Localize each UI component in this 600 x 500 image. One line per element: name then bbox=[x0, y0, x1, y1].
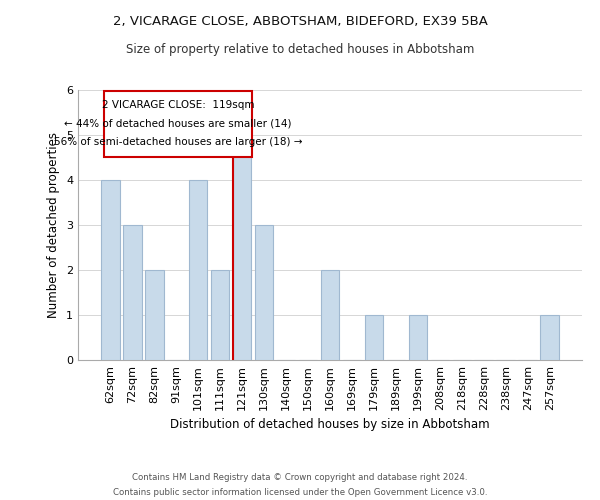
Text: 2 VICARAGE CLOSE:  119sqm: 2 VICARAGE CLOSE: 119sqm bbox=[101, 100, 254, 110]
Bar bbox=[211, 270, 229, 360]
Bar bbox=[320, 270, 340, 360]
Bar bbox=[541, 315, 559, 360]
Text: 56% of semi-detached houses are larger (18) →: 56% of semi-detached houses are larger (… bbox=[53, 137, 302, 147]
Bar bbox=[255, 225, 274, 360]
Y-axis label: Number of detached properties: Number of detached properties bbox=[47, 132, 61, 318]
Bar bbox=[189, 180, 208, 360]
Bar bbox=[145, 270, 164, 360]
Text: Size of property relative to detached houses in Abbotsham: Size of property relative to detached ho… bbox=[126, 42, 474, 56]
Text: Contains HM Land Registry data © Crown copyright and database right 2024.: Contains HM Land Registry data © Crown c… bbox=[132, 473, 468, 482]
Text: ← 44% of detached houses are smaller (14): ← 44% of detached houses are smaller (14… bbox=[64, 118, 292, 128]
Bar bbox=[123, 225, 142, 360]
Bar bbox=[233, 135, 251, 360]
FancyBboxPatch shape bbox=[104, 91, 252, 156]
Text: Contains public sector information licensed under the Open Government Licence v3: Contains public sector information licen… bbox=[113, 488, 487, 497]
Bar bbox=[101, 180, 119, 360]
X-axis label: Distribution of detached houses by size in Abbotsham: Distribution of detached houses by size … bbox=[170, 418, 490, 432]
Bar bbox=[409, 315, 427, 360]
Text: 2, VICARAGE CLOSE, ABBOTSHAM, BIDEFORD, EX39 5BA: 2, VICARAGE CLOSE, ABBOTSHAM, BIDEFORD, … bbox=[113, 15, 487, 28]
Bar bbox=[365, 315, 383, 360]
